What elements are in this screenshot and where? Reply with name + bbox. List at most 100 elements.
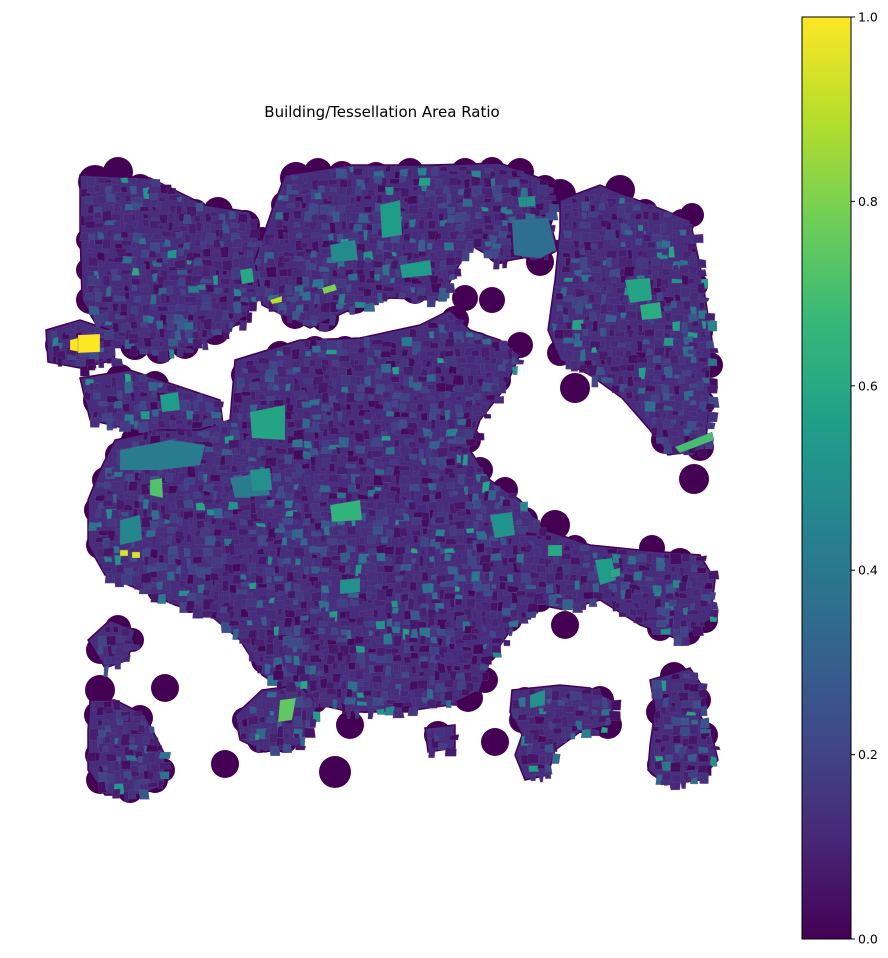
- map-cell: [348, 430, 356, 436]
- map-cell: [105, 773, 115, 784]
- map-cell: [471, 410, 483, 416]
- map-cell: [156, 581, 164, 590]
- map-cell: [548, 204, 560, 213]
- map-cell: [104, 735, 112, 744]
- map-cell: [429, 661, 436, 670]
- map-cell: [335, 446, 341, 455]
- map-high-ratio-cell: [269, 295, 283, 305]
- map-high-ratio-cell: [547, 544, 563, 557]
- map-cell: [462, 198, 473, 207]
- map-cell: [368, 295, 381, 306]
- map-cell: [590, 729, 600, 737]
- map-cell: [303, 340, 310, 348]
- map-cell: [356, 652, 366, 663]
- map-cell: [257, 698, 263, 707]
- map-cell: [456, 510, 467, 517]
- map-cell: [219, 240, 225, 247]
- map-cell: [480, 655, 492, 665]
- map-cell: [178, 224, 189, 232]
- map-cell: [483, 356, 491, 361]
- map-cell: [706, 736, 713, 745]
- map-cell: [248, 582, 257, 590]
- map-cell: [239, 637, 251, 644]
- map-cell: [591, 709, 598, 715]
- map-cell: [519, 598, 530, 605]
- map-cell: [66, 355, 77, 360]
- map-cell: [341, 680, 347, 690]
- map-cell: [569, 574, 578, 581]
- map-cell: [381, 435, 391, 441]
- map-cell: [409, 610, 421, 621]
- map-cell: [139, 206, 150, 212]
- map-cell: [511, 500, 519, 509]
- map-cell: [695, 555, 707, 562]
- map-cell: [277, 744, 284, 750]
- map-cell: [123, 480, 129, 493]
- map-cell: [444, 338, 455, 347]
- map-cell: [444, 628, 455, 637]
- map-cell: [471, 420, 477, 429]
- map-cell: [213, 508, 224, 519]
- map-cell: [103, 665, 109, 677]
- map-cell: [434, 516, 446, 524]
- map-cell: [124, 292, 130, 300]
- map-cell: [456, 418, 466, 425]
- map-cell: [375, 412, 383, 421]
- map-cell: [519, 178, 530, 185]
- map-cell: [220, 278, 231, 285]
- map-cell: [418, 219, 425, 230]
- map-cell: [334, 391, 346, 400]
- map-cell: [147, 781, 159, 788]
- map-cell: [340, 221, 347, 230]
- map-cell: [608, 324, 619, 331]
- map-cell: [363, 229, 369, 241]
- map-cell: [484, 224, 495, 231]
- map-cell: [464, 399, 473, 408]
- map-cell: [373, 609, 379, 618]
- map-cell: [103, 203, 114, 213]
- map-cell: [345, 340, 351, 351]
- map-cell: [157, 517, 166, 527]
- map-cell: [706, 320, 717, 332]
- map-cell: [438, 166, 449, 172]
- map-cell: [502, 358, 509, 365]
- map-cell: [652, 211, 660, 221]
- map-cell: [123, 492, 132, 499]
- map-cell: [293, 255, 305, 262]
- map-cell: [211, 517, 218, 525]
- map-high-ratio-cell: [329, 499, 363, 523]
- map-cell: [426, 699, 438, 709]
- map-cell: [518, 617, 529, 624]
- map-cell: [397, 520, 408, 527]
- map-cell: [525, 543, 533, 550]
- map-cell: [268, 596, 275, 604]
- map-cell: [158, 341, 164, 347]
- map-cell: [502, 260, 508, 269]
- map-cell: [113, 221, 121, 229]
- map-cell: [583, 554, 590, 561]
- map-cell: [465, 331, 475, 338]
- map-cell: [167, 212, 175, 223]
- map-cell: [454, 482, 462, 488]
- map-cell: [124, 380, 134, 394]
- map-cell: [300, 311, 307, 321]
- map-cell: [516, 590, 527, 596]
- map-cell: [96, 176, 107, 184]
- map-cell: [202, 247, 211, 257]
- map-cell: [147, 772, 155, 781]
- map-cell: [158, 213, 169, 224]
- map-cell: [266, 716, 276, 724]
- map-cell: [563, 211, 570, 220]
- map-cell: [672, 734, 681, 744]
- map-cell: [328, 544, 339, 552]
- map-cell: [347, 383, 356, 395]
- map-cell: [654, 738, 663, 744]
- map-cell: [454, 585, 460, 592]
- map-cell: [635, 238, 642, 246]
- map-cell: [284, 239, 290, 244]
- map-cell: [303, 440, 313, 449]
- map-cell: [355, 482, 361, 490]
- map-cell: [434, 670, 440, 681]
- map-cell: [157, 350, 169, 362]
- map-cell: [130, 770, 140, 777]
